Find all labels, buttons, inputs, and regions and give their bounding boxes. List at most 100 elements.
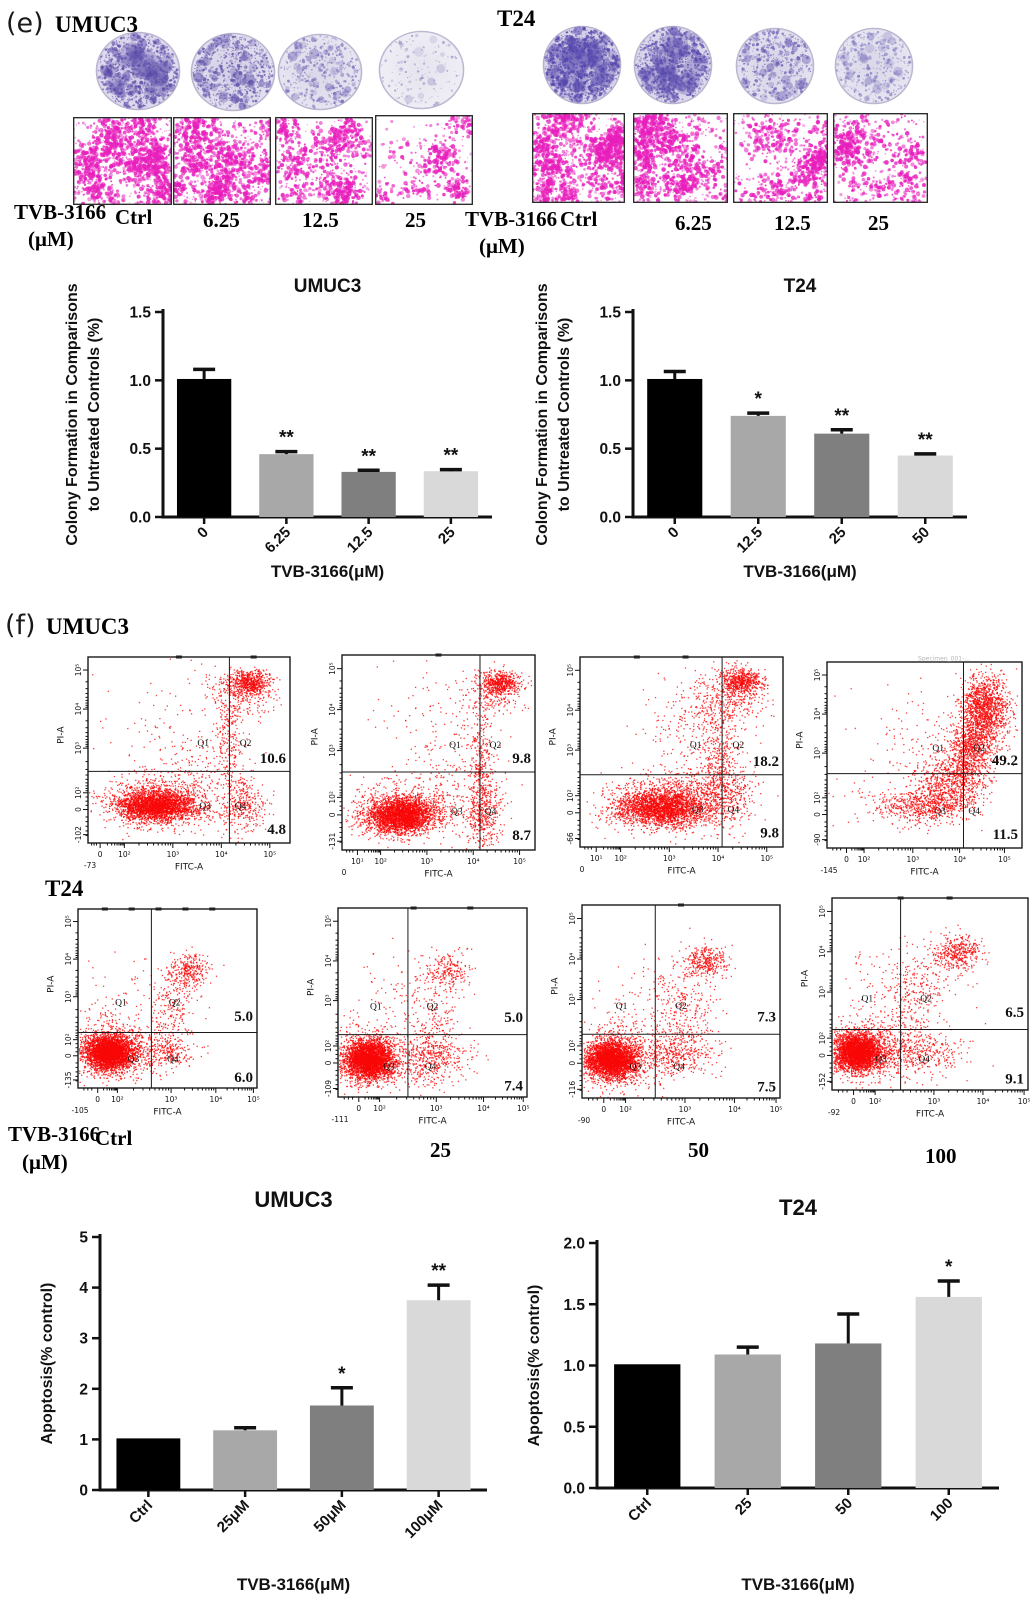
dose-label-50: 50 [688, 1138, 709, 1162]
svg-text:*: * [945, 1257, 953, 1278]
svg-text:2: 2 [79, 1381, 88, 1398]
apoptosis-chart-t24: T24 Apoptosis(% control) 0.0 0.5 1.0 1.5 2.0 Ct… [522, 1185, 1027, 1600]
svg-text:1.5: 1.5 [563, 1297, 585, 1314]
flow-cytometry-plot [294, 894, 549, 1141]
svg-text:0.5: 0.5 [599, 441, 621, 458]
colony-dish-image [735, 27, 815, 105]
panel-e-t24-title: T24 [497, 6, 536, 31]
svg-text:**: ** [918, 430, 933, 451]
svg-text:25: 25 [435, 524, 459, 548]
svg-text:**: ** [834, 406, 849, 427]
dose-label-100: 100 [925, 1144, 957, 1168]
svg-text:Colony Formation in Comparison: Colony Formation in Comparisons [534, 283, 551, 545]
micrograph-image [173, 117, 271, 205]
svg-text:0.5: 0.5 [563, 1419, 585, 1436]
svg-text:50: 50 [832, 1495, 856, 1519]
dose-label-25: 25 [430, 1138, 451, 1162]
colony-dish-image [542, 25, 622, 105]
svg-text:T24: T24 [784, 276, 817, 297]
micrograph-image [733, 113, 828, 203]
dose-axis-unit: (μM) [479, 234, 525, 258]
svg-text:to Untreated Controls (%): to Untreated Controls (%) [556, 318, 573, 512]
svg-text:0: 0 [79, 1483, 88, 1500]
svg-text:Apoptosis(% control): Apoptosis(% control) [39, 1283, 56, 1445]
svg-text:2.0: 2.0 [563, 1236, 585, 1253]
dose-axis-label: TVB-3166 [14, 200, 107, 224]
svg-text:0.0: 0.0 [563, 1481, 585, 1498]
svg-text:12.5: 12.5 [733, 524, 766, 557]
flow-cytometry-plot [788, 884, 1031, 1134]
svg-text:0.5: 0.5 [129, 441, 151, 458]
svg-text:100: 100 [927, 1495, 957, 1525]
svg-text:**: ** [279, 428, 294, 449]
micrograph-image [275, 117, 373, 205]
svg-text:Apoptosis(% control): Apoptosis(% control) [526, 1285, 543, 1447]
svg-text:0.0: 0.0 [599, 510, 621, 527]
dose-label-25: 25 [405, 208, 426, 232]
svg-text:1.0: 1.0 [563, 1358, 585, 1375]
svg-text:1.0: 1.0 [129, 373, 151, 390]
svg-text:12.5: 12.5 [344, 524, 377, 557]
svg-text:*: * [755, 389, 763, 410]
colony-dish-image [834, 27, 914, 105]
colony-dish-image [190, 32, 276, 112]
colony-dish-image [378, 30, 465, 110]
colony-dish-image [95, 31, 181, 111]
panel-f-label: (f) [5, 610, 36, 641]
svg-text:**: ** [443, 446, 458, 467]
svg-text:3: 3 [79, 1331, 88, 1348]
svg-text:*: * [338, 1364, 346, 1385]
dose-label-ctrl: Ctrl [115, 205, 153, 229]
dose-label-25: 25 [868, 211, 889, 235]
flow-cytometry-plot [44, 643, 312, 887]
svg-text:50: 50 [909, 524, 933, 548]
flow-cytometry-plot [298, 641, 557, 894]
flow-cytometry-plot [538, 891, 802, 1142]
panel-e-label: (e) [6, 8, 44, 39]
colony-dish-image [277, 33, 363, 111]
svg-text:TVB-3166(μM): TVB-3166(μM) [743, 562, 856, 581]
svg-text:1.0: 1.0 [599, 373, 621, 390]
svg-text:25μM: 25μM [214, 1497, 253, 1536]
svg-text:Colony Formation in Comparison: Colony Formation in Comparisons [64, 283, 81, 545]
micrograph-image [73, 117, 172, 205]
dose-axis-unit: (μM) [22, 1150, 68, 1174]
svg-text:TVB-3166(μM): TVB-3166(μM) [237, 1575, 350, 1594]
svg-text:1: 1 [79, 1432, 88, 1449]
svg-text:100μM: 100μM [401, 1497, 446, 1542]
svg-text:UMUC3: UMUC3 [294, 276, 362, 297]
dose-label-6-25: 6.25 [203, 208, 240, 232]
svg-text:**: ** [361, 446, 376, 467]
dose-axis-label: TVB-3166 [8, 1122, 101, 1146]
svg-text:1.5: 1.5 [129, 305, 151, 322]
svg-text:0: 0 [194, 524, 212, 542]
svg-text:25: 25 [732, 1495, 756, 1519]
flow-cytometry-plot [34, 895, 279, 1132]
dose-label-ctrl: Ctrl [95, 1126, 133, 1150]
svg-text:4: 4 [79, 1280, 88, 1297]
apoptosis-chart-umuc3: UMUC3 Apoptosis(% control) 0 1 2 3 4 5 Ctrl 25μM *… [35, 1175, 515, 1600]
svg-text:Ctrl: Ctrl [126, 1497, 156, 1527]
svg-text:0: 0 [665, 524, 683, 542]
flow-cytometry-plot [536, 643, 805, 891]
dose-label-12-5: 12.5 [302, 208, 339, 232]
svg-text:25: 25 [826, 524, 850, 548]
svg-text:to Untreated Controls (%): to Untreated Controls (%) [86, 318, 103, 512]
micrograph-image [633, 113, 728, 203]
dose-axis-label: TVB-3166 [465, 207, 558, 231]
svg-text:50μM: 50μM [311, 1497, 350, 1536]
svg-text:**: ** [431, 1261, 446, 1282]
svg-text:Ctrl: Ctrl [625, 1495, 655, 1525]
svg-text:1.5: 1.5 [599, 305, 621, 322]
panel-f-umuc3-title: UMUC3 [46, 614, 130, 639]
svg-text:5: 5 [79, 1230, 88, 1247]
colony-formation-chart-umuc3: UMUC3 Colony Formation in Comparisons to U… [60, 262, 510, 587]
svg-text:TVB-3166(μM): TVB-3166(μM) [741, 1575, 854, 1594]
svg-text:TVB-3166(μM): TVB-3166(μM) [271, 562, 384, 581]
flow-cytometry-plot [783, 648, 1031, 892]
svg-text:UMUC3: UMUC3 [254, 1187, 332, 1212]
dose-axis-unit: (μM) [28, 227, 74, 251]
dose-label-12-5: 12.5 [774, 211, 811, 235]
svg-text:0.0: 0.0 [129, 510, 151, 527]
